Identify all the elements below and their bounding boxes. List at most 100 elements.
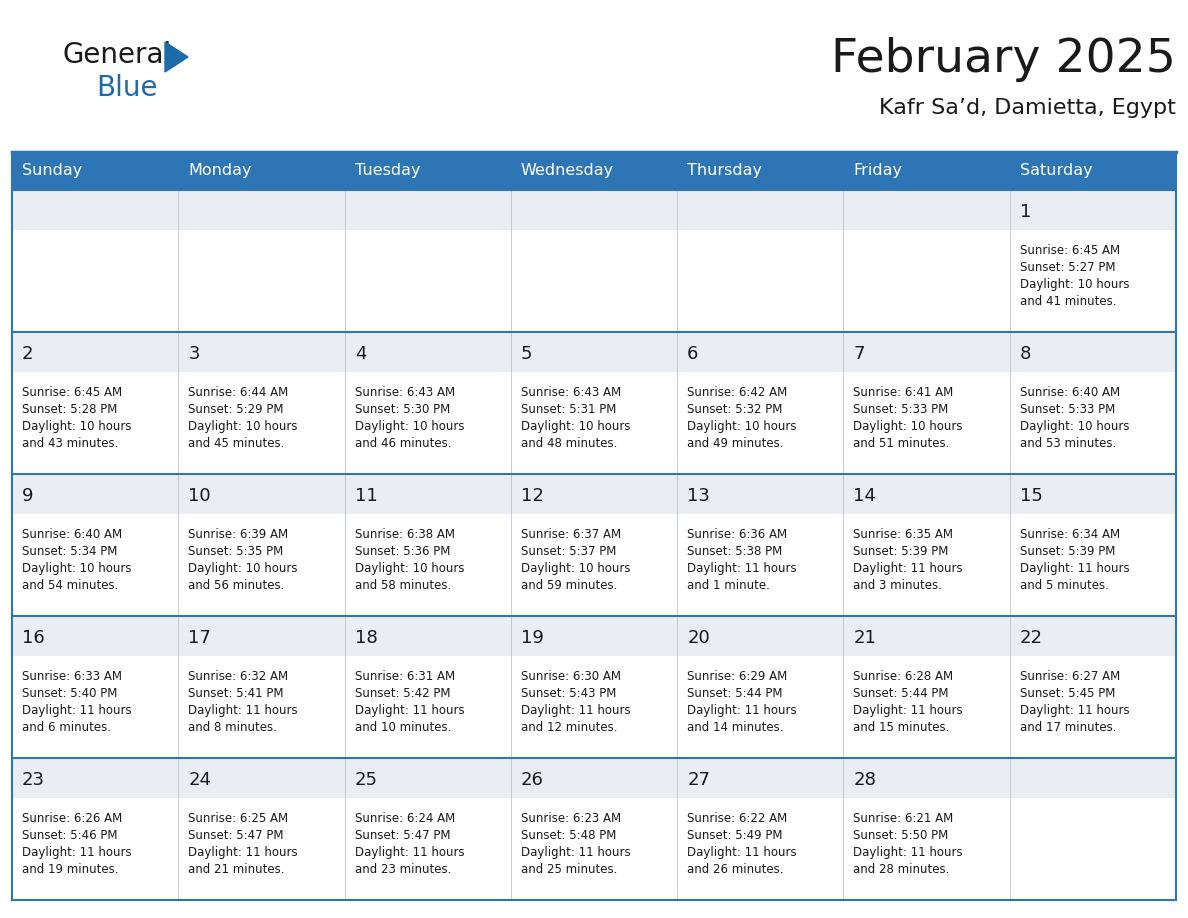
Text: Sunset: 5:50 PM: Sunset: 5:50 PM xyxy=(853,829,949,842)
Bar xyxy=(1010,616,1176,655)
Text: Daylight: 10 hours: Daylight: 10 hours xyxy=(1019,278,1130,291)
Bar xyxy=(178,798,345,900)
Text: Sunset: 5:44 PM: Sunset: 5:44 PM xyxy=(687,687,783,700)
Bar xyxy=(345,190,511,230)
Bar xyxy=(12,230,178,332)
Text: Daylight: 11 hours: Daylight: 11 hours xyxy=(687,562,797,575)
Bar xyxy=(178,372,345,474)
Text: 10: 10 xyxy=(188,487,211,505)
Bar xyxy=(1010,372,1176,474)
Text: 20: 20 xyxy=(687,629,710,647)
Text: and 6 minutes.: and 6 minutes. xyxy=(23,721,110,733)
Bar xyxy=(511,230,677,332)
Text: Sunset: 5:49 PM: Sunset: 5:49 PM xyxy=(687,829,783,842)
Text: Sunrise: 6:29 AM: Sunrise: 6:29 AM xyxy=(687,670,788,683)
Text: 5: 5 xyxy=(520,345,532,363)
Bar xyxy=(178,655,345,758)
Text: and 3 minutes.: and 3 minutes. xyxy=(853,578,942,592)
Text: Sunrise: 6:45 AM: Sunrise: 6:45 AM xyxy=(23,386,122,398)
Bar xyxy=(178,758,345,798)
Text: Daylight: 10 hours: Daylight: 10 hours xyxy=(354,420,465,432)
Text: Sunset: 5:40 PM: Sunset: 5:40 PM xyxy=(23,687,118,700)
Text: Daylight: 11 hours: Daylight: 11 hours xyxy=(853,845,963,858)
Text: 6: 6 xyxy=(687,345,699,363)
Bar xyxy=(178,230,345,332)
Text: Daylight: 11 hours: Daylight: 11 hours xyxy=(1019,562,1130,575)
Text: and 19 minutes.: and 19 minutes. xyxy=(23,863,119,876)
Bar xyxy=(178,474,345,514)
Text: 27: 27 xyxy=(687,771,710,789)
Bar xyxy=(677,798,843,900)
Bar xyxy=(345,758,511,798)
Bar xyxy=(677,474,843,514)
Text: Sunrise: 6:44 AM: Sunrise: 6:44 AM xyxy=(188,386,289,398)
Text: and 53 minutes.: and 53 minutes. xyxy=(1019,437,1116,450)
Text: Sunrise: 6:40 AM: Sunrise: 6:40 AM xyxy=(23,528,122,541)
Text: Sunset: 5:33 PM: Sunset: 5:33 PM xyxy=(853,403,949,416)
Bar xyxy=(12,474,178,514)
Text: Sunset: 5:37 PM: Sunset: 5:37 PM xyxy=(520,544,617,558)
Text: Daylight: 11 hours: Daylight: 11 hours xyxy=(23,704,132,717)
Text: Sunrise: 6:45 AM: Sunrise: 6:45 AM xyxy=(1019,244,1120,257)
Text: Sunset: 5:43 PM: Sunset: 5:43 PM xyxy=(520,687,617,700)
Text: and 25 minutes.: and 25 minutes. xyxy=(520,863,618,876)
Bar xyxy=(1010,474,1176,514)
Bar xyxy=(511,372,677,474)
Text: Wednesday: Wednesday xyxy=(520,163,614,178)
Text: and 46 minutes.: and 46 minutes. xyxy=(354,437,451,450)
Text: Sunrise: 6:30 AM: Sunrise: 6:30 AM xyxy=(520,670,621,683)
Bar xyxy=(511,514,677,616)
Text: Sunset: 5:38 PM: Sunset: 5:38 PM xyxy=(687,544,783,558)
Bar xyxy=(843,758,1010,798)
Text: Daylight: 11 hours: Daylight: 11 hours xyxy=(1019,704,1130,717)
Text: Sunset: 5:46 PM: Sunset: 5:46 PM xyxy=(23,829,118,842)
Text: Sunset: 5:31 PM: Sunset: 5:31 PM xyxy=(520,403,617,416)
Bar xyxy=(511,758,677,798)
Text: Daylight: 11 hours: Daylight: 11 hours xyxy=(853,562,963,575)
Text: Sunset: 5:47 PM: Sunset: 5:47 PM xyxy=(188,829,284,842)
Text: Blue: Blue xyxy=(96,74,158,102)
Bar xyxy=(677,616,843,655)
Bar xyxy=(345,230,511,332)
Text: 22: 22 xyxy=(1019,629,1043,647)
Text: Daylight: 11 hours: Daylight: 11 hours xyxy=(520,845,631,858)
Text: Daylight: 11 hours: Daylight: 11 hours xyxy=(188,704,298,717)
Bar xyxy=(345,616,511,655)
Bar xyxy=(12,372,178,474)
Bar xyxy=(511,616,677,655)
Bar xyxy=(677,758,843,798)
Text: 25: 25 xyxy=(354,771,378,789)
Text: Daylight: 10 hours: Daylight: 10 hours xyxy=(853,420,963,432)
Text: Sunrise: 6:22 AM: Sunrise: 6:22 AM xyxy=(687,812,788,824)
Text: 12: 12 xyxy=(520,487,544,505)
Text: 11: 11 xyxy=(354,487,378,505)
Text: Thursday: Thursday xyxy=(687,163,763,178)
Text: 13: 13 xyxy=(687,487,710,505)
Text: Kafr Sa’d, Damietta, Egypt: Kafr Sa’d, Damietta, Egypt xyxy=(879,98,1176,118)
Bar xyxy=(12,514,178,616)
Bar xyxy=(1010,798,1176,900)
Bar xyxy=(677,655,843,758)
Bar xyxy=(1010,332,1176,372)
Bar xyxy=(511,474,677,514)
Text: 15: 15 xyxy=(1019,487,1043,505)
Text: Sunrise: 6:26 AM: Sunrise: 6:26 AM xyxy=(23,812,122,824)
Bar xyxy=(12,332,178,372)
Text: and 59 minutes.: and 59 minutes. xyxy=(520,578,618,592)
Text: and 48 minutes.: and 48 minutes. xyxy=(520,437,618,450)
Text: 17: 17 xyxy=(188,629,211,647)
Text: Daylight: 10 hours: Daylight: 10 hours xyxy=(520,562,631,575)
Text: and 14 minutes.: and 14 minutes. xyxy=(687,721,784,733)
Bar xyxy=(677,332,843,372)
Text: and 49 minutes.: and 49 minutes. xyxy=(687,437,784,450)
Text: 28: 28 xyxy=(853,771,877,789)
Text: Daylight: 10 hours: Daylight: 10 hours xyxy=(23,562,132,575)
Text: Sunday: Sunday xyxy=(23,163,82,178)
Text: Sunrise: 6:31 AM: Sunrise: 6:31 AM xyxy=(354,670,455,683)
Text: 26: 26 xyxy=(520,771,544,789)
Text: Sunrise: 6:25 AM: Sunrise: 6:25 AM xyxy=(188,812,289,824)
Text: Daylight: 10 hours: Daylight: 10 hours xyxy=(1019,420,1130,432)
Text: Sunrise: 6:43 AM: Sunrise: 6:43 AM xyxy=(354,386,455,398)
Bar xyxy=(345,514,511,616)
Bar xyxy=(843,332,1010,372)
